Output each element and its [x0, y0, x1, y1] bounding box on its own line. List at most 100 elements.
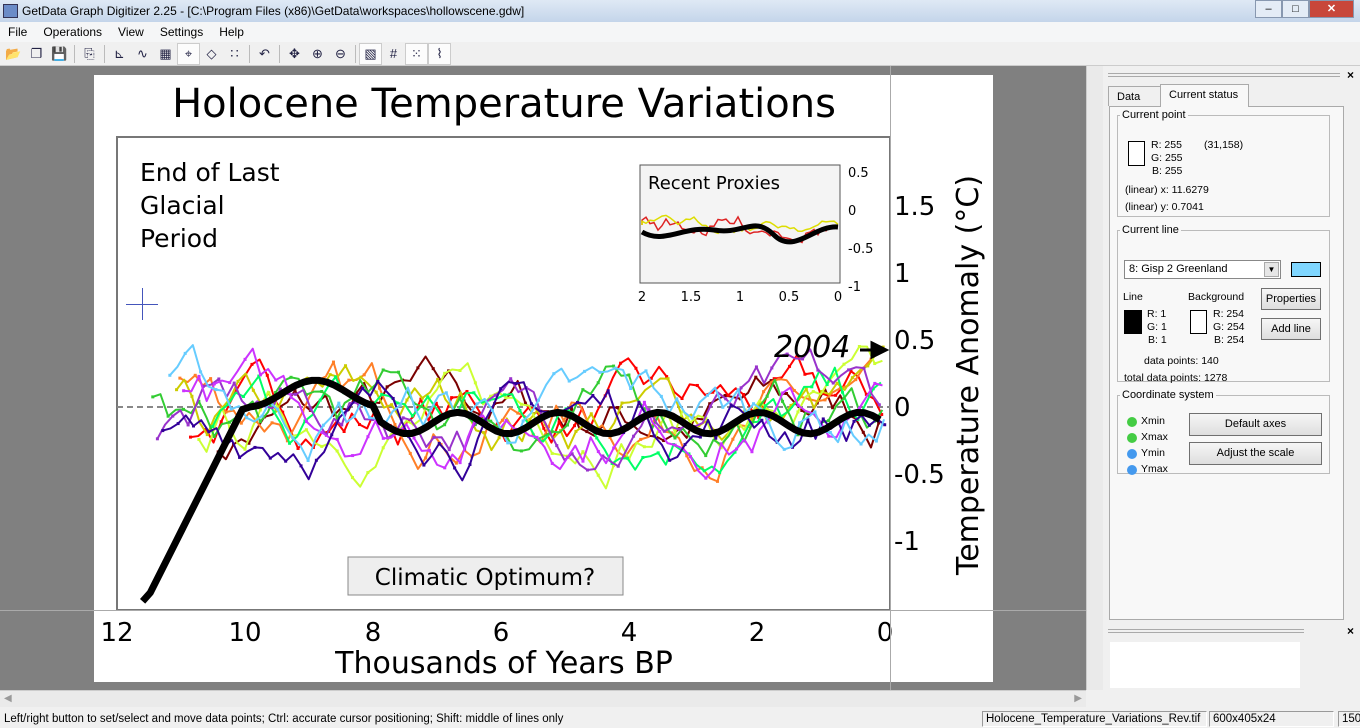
menu-operations[interactable]: Operations: [43, 25, 103, 39]
reopen-icon[interactable]: ❐: [30, 45, 43, 61]
optimum-label: Climatic Optimum?: [375, 565, 595, 591]
digitized-point: [792, 388, 796, 392]
digitized-point: [688, 421, 692, 425]
digitized-point: [238, 455, 242, 459]
grid-icon[interactable]: #: [389, 46, 398, 61]
digitized-point: [570, 452, 574, 456]
image-canvas[interactable]: Holocene Temperature Variations End of L…: [0, 66, 1086, 690]
point-capture-icon[interactable]: ⌖: [177, 42, 200, 65]
eraser-icon[interactable]: ◇: [206, 45, 217, 61]
properties-button[interactable]: Properties: [1261, 288, 1321, 310]
digitized-point: [724, 397, 728, 401]
menu-file[interactable]: File: [8, 25, 28, 39]
tab-data[interactable]: Data: [1108, 86, 1161, 106]
digitized-point: [304, 420, 308, 424]
digitized-point: [155, 437, 159, 441]
digitized-point: [359, 375, 363, 379]
vertical-scrollbar[interactable]: [1086, 66, 1103, 690]
digitized-point: [284, 459, 288, 463]
adjust-scale-button[interactable]: Adjust the scale: [1189, 442, 1322, 465]
line-g: G: 1: [1147, 321, 1167, 333]
digitized-point: [678, 428, 682, 432]
chevron-down-icon[interactable]: ▼: [1264, 262, 1279, 277]
digitized-point: [623, 455, 627, 459]
digitized-point: [374, 390, 378, 394]
digitized-point: [542, 426, 546, 430]
digitized-point: [236, 379, 240, 383]
digitized-point: [241, 394, 245, 398]
digitized-point: [620, 401, 624, 405]
digitized-point: [760, 418, 764, 422]
digitized-point: [550, 451, 554, 455]
undo-icon[interactable]: ↶: [259, 45, 270, 61]
status-zoom: 150.0%: [1338, 711, 1360, 727]
digitized-point: [285, 439, 289, 443]
digitize-area-icon[interactable]: ▦: [159, 45, 172, 61]
panel-grip[interactable]: [1108, 73, 1340, 77]
digitized-point: [583, 369, 587, 373]
line-color-swatch[interactable]: [1291, 262, 1321, 277]
digitized-point: [412, 436, 416, 440]
digitized-point: [852, 419, 856, 423]
digitized-point: [565, 423, 569, 427]
tab-current-status[interactable]: Current status: [1160, 84, 1249, 107]
point-b: B: 255: [1152, 165, 1183, 177]
zoom-in-icon[interactable]: ⊕: [312, 45, 323, 61]
auto-trace-lines-icon[interactable]: ∿: [137, 45, 148, 61]
digitized-point: [352, 415, 356, 419]
digitized-point: [454, 461, 458, 465]
show-points-icon[interactable]: ⁙: [405, 42, 428, 65]
digitized-point: [434, 401, 438, 405]
digitized-point: [344, 364, 348, 368]
open-icon[interactable]: 📂: [5, 45, 22, 61]
digitized-point: [318, 398, 322, 402]
digitized-point: [427, 408, 431, 412]
digitized-point: [627, 373, 631, 377]
toolbar-separator: [104, 44, 105, 63]
show-lines-icon[interactable]: ⌇: [428, 42, 451, 65]
digitized-point: [735, 447, 739, 451]
digitized-point: [168, 373, 172, 377]
digitized-point: [665, 375, 669, 379]
show-image-icon[interactable]: ▧: [359, 42, 382, 65]
inset-x-tick: 1.5: [681, 290, 702, 305]
pan-icon[interactable]: ✥: [289, 45, 300, 61]
menu-help[interactable]: Help: [219, 25, 244, 39]
digitized-point: [161, 429, 165, 433]
digitized-point: [183, 351, 187, 355]
digitized-point: [873, 381, 877, 385]
add-line-button[interactable]: Add line: [1261, 318, 1321, 340]
digitized-point: [275, 407, 279, 411]
digitized-point: [232, 381, 236, 385]
ymin-label: Ymin: [1141, 447, 1165, 459]
digitized-point: [468, 462, 472, 466]
zoom-out-icon[interactable]: ⊖: [335, 45, 346, 61]
axis-guide-x: [0, 610, 1086, 611]
copy-icon[interactable]: ⎘: [84, 45, 95, 61]
default-axes-button[interactable]: Default axes: [1189, 413, 1322, 436]
current-point-legend: Current point: [1122, 109, 1186, 121]
graph-image[interactable]: Holocene Temperature Variations End of L…: [94, 75, 993, 682]
save-icon[interactable]: 💾: [51, 45, 68, 61]
digitized-point: [585, 468, 589, 472]
maximize-button[interactable]: □: [1282, 0, 1309, 18]
menu-settings[interactable]: Settings: [159, 25, 204, 39]
digitized-point: [616, 464, 620, 468]
horizontal-scrollbar[interactable]: ◀ ▶: [0, 690, 1086, 707]
set-axes-icon[interactable]: ⊾: [114, 45, 125, 61]
digitized-point: [366, 435, 370, 439]
digitized-point: [711, 390, 715, 394]
digitized-point: [342, 430, 346, 434]
close-button[interactable]: ✕: [1309, 0, 1354, 18]
toolbar-separator: [74, 44, 75, 63]
digitized-point: [733, 450, 737, 454]
digitized-point: [704, 476, 708, 480]
secondary-panel-close-icon[interactable]: ×: [1346, 624, 1354, 638]
panel-close-icon[interactable]: ×: [1346, 68, 1354, 82]
digitized-point: [880, 412, 884, 416]
minimize-button[interactable]: –: [1255, 0, 1282, 18]
scroll-right-icon[interactable]: ▶: [1074, 693, 1082, 704]
line-select[interactable]: 8: Gisp 2 Greenland ▼: [1124, 260, 1281, 279]
menu-view[interactable]: View: [118, 25, 144, 39]
reorder-points-icon[interactable]: ∷: [230, 45, 239, 61]
